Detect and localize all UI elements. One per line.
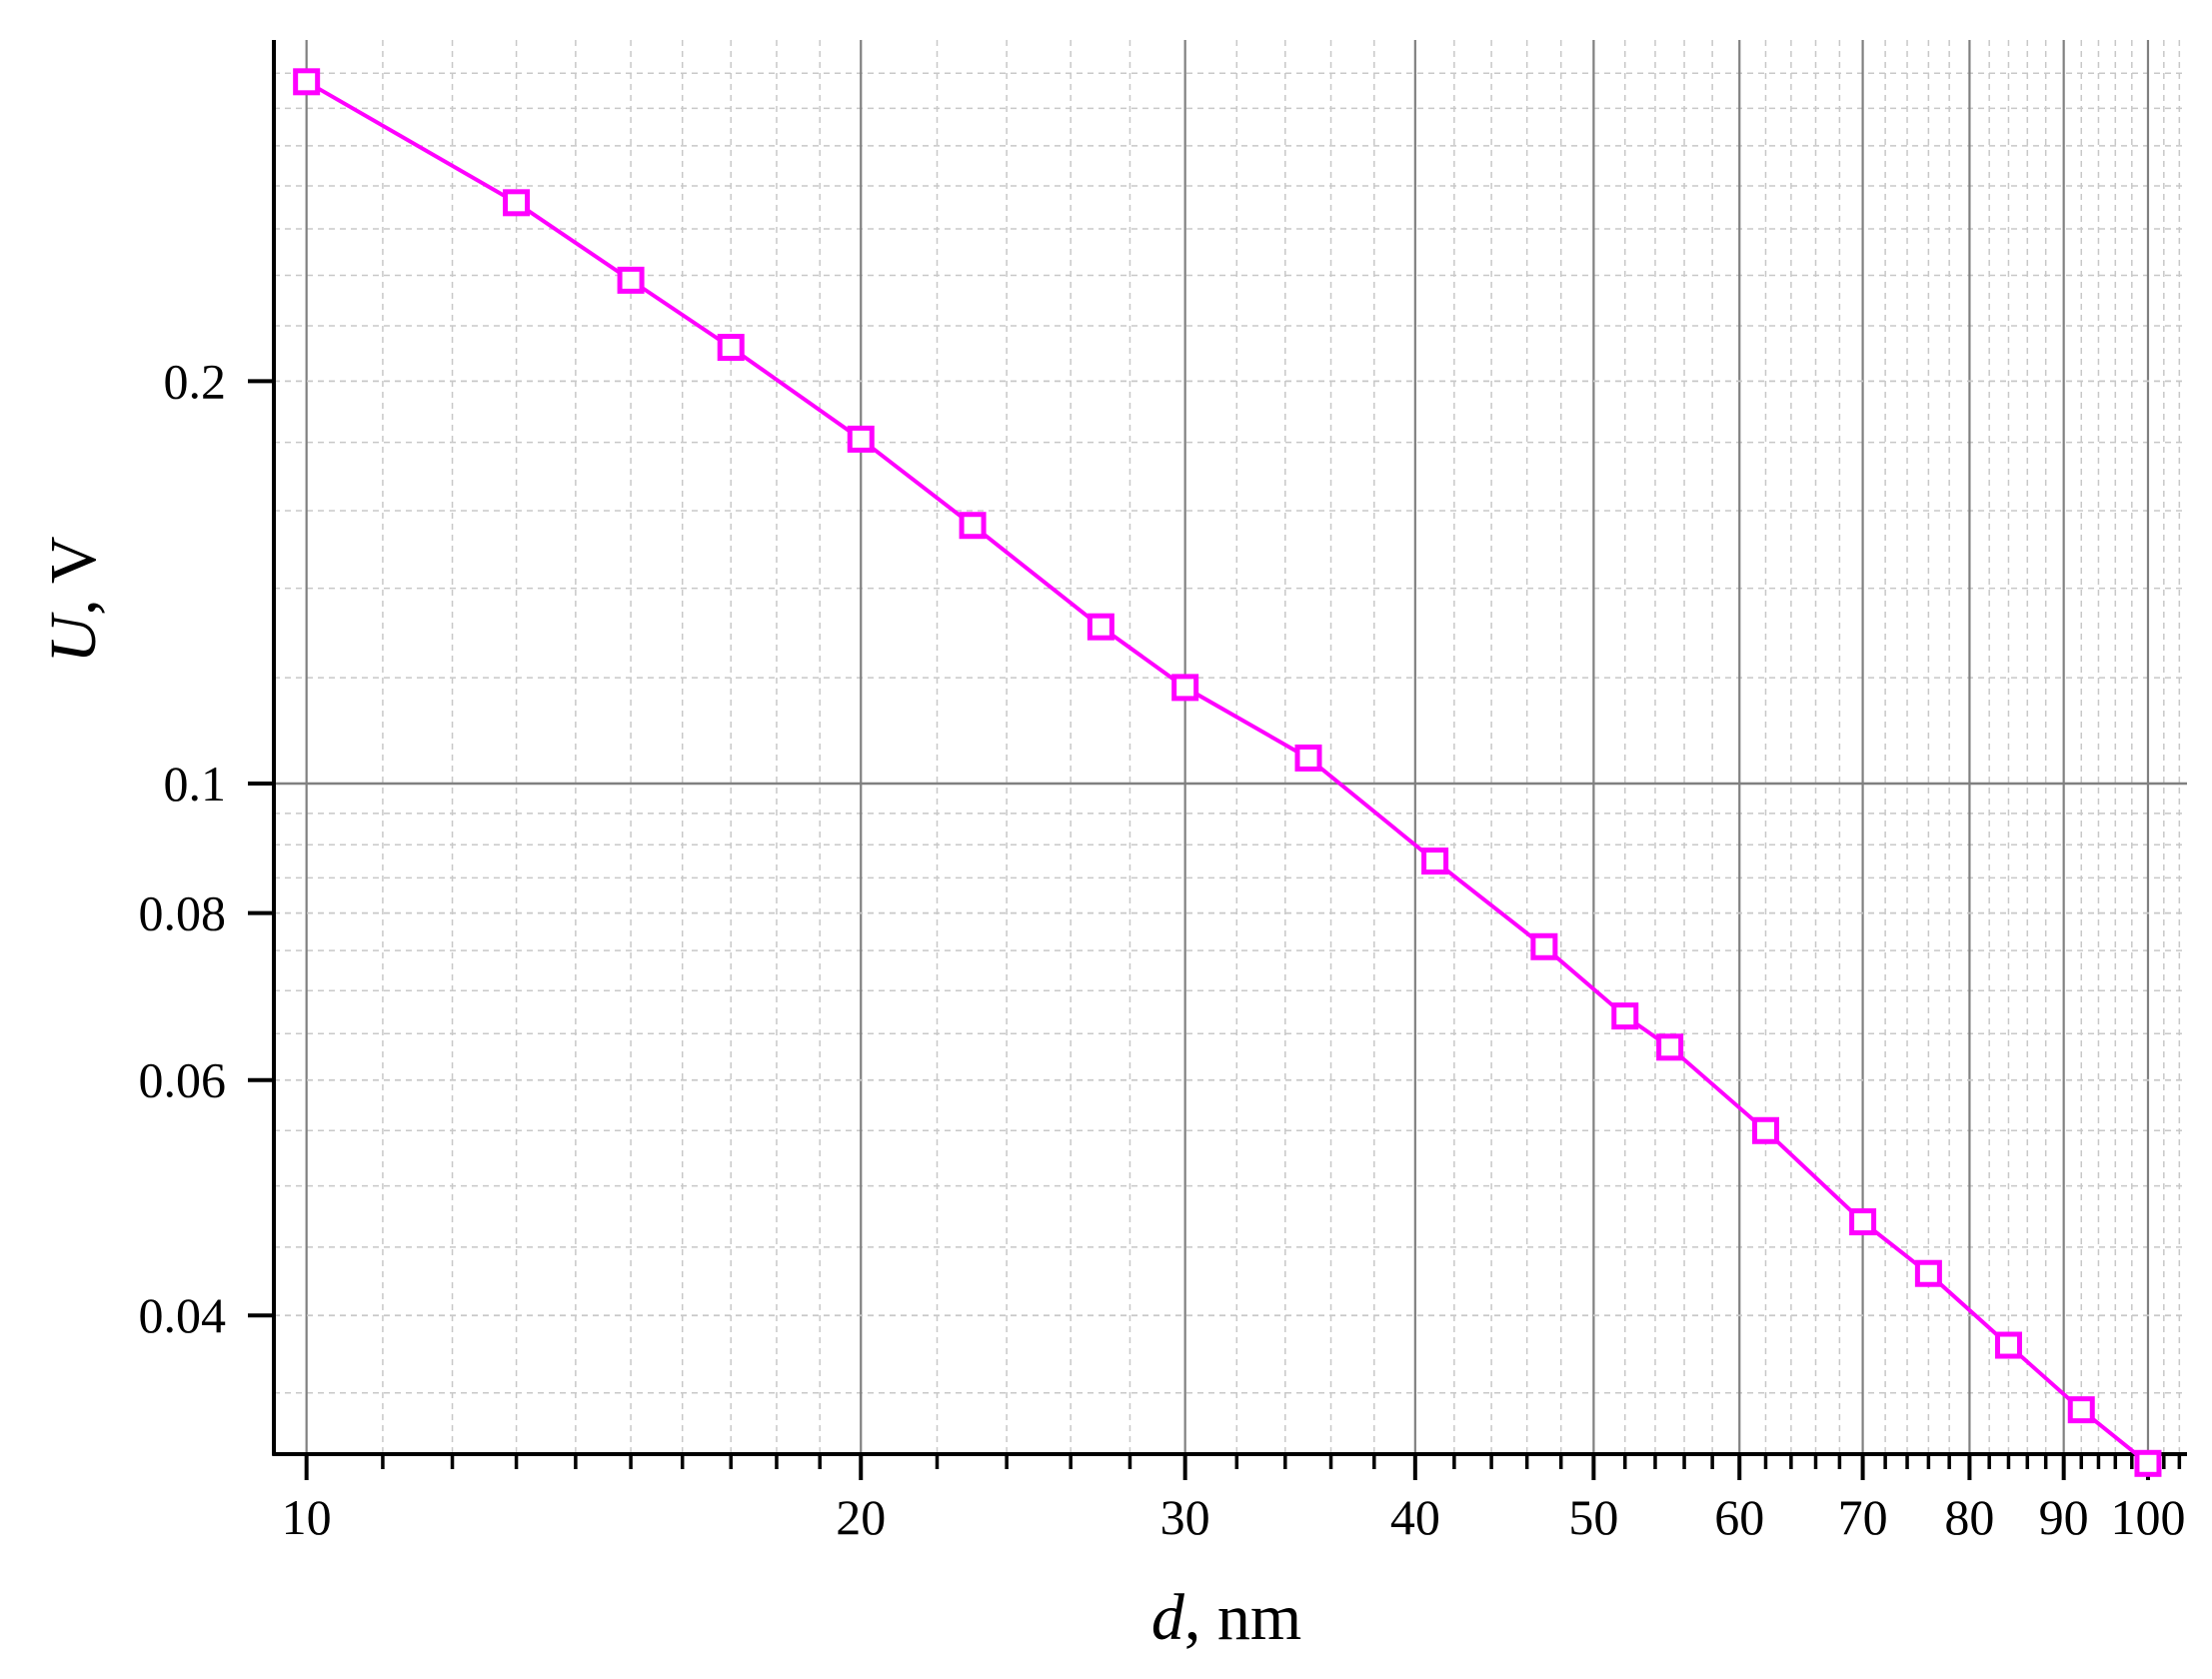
series-group: [293, 68, 2162, 1477]
x-tick-label: 60: [1714, 1489, 1764, 1545]
data-point-marker: [847, 425, 875, 453]
data-point-marker: [1611, 1002, 1639, 1030]
y-tick-label: 0.06: [139, 1052, 227, 1108]
x-tick-label: 50: [1568, 1489, 1618, 1545]
data-point-marker: [1530, 932, 1558, 960]
y-axis-unit: , V: [37, 536, 110, 615]
ticks: [248, 379, 2182, 1480]
data-point-marker: [1421, 847, 1449, 875]
minor-grid: [274, 40, 2187, 1454]
data-point-marker: [617, 266, 645, 294]
x-axis-variable: d: [1151, 1581, 1185, 1654]
data-point-marker: [2067, 1396, 2095, 1424]
y-tick-label: 0.04: [139, 1287, 227, 1343]
data-point-marker: [1294, 744, 1322, 772]
data-point-marker: [717, 334, 745, 362]
tick-labels: 10 20 30 40 50 60 70 80 90 100 0.04 0.06 0.08 0.1 0.2: [139, 353, 2186, 1545]
x-tick-label: 90: [2039, 1489, 2089, 1545]
data-point-marker: [1751, 1116, 1779, 1144]
major-grid: [274, 40, 2187, 1454]
x-axis-label: d, nm: [1151, 1581, 1301, 1654]
data-point-marker: [1087, 613, 1114, 641]
data-point-marker: [293, 68, 321, 96]
x-tick-label: 70: [1838, 1489, 1888, 1545]
x-tick-label: 80: [1944, 1489, 1994, 1545]
y-tick-label: 0.08: [139, 885, 227, 941]
x-axis-unit: , nm: [1184, 1581, 1301, 1654]
data-point-marker: [503, 189, 531, 217]
data-point-marker: [2134, 1449, 2162, 1477]
y-tick-label: 0.1: [164, 756, 227, 812]
x-tick-label: 40: [1390, 1489, 1440, 1545]
y-axis-label: U, V: [37, 536, 110, 663]
data-point-marker: [1994, 1331, 2022, 1359]
x-tick-label: 30: [1160, 1489, 1210, 1545]
y-axis-variable: U: [37, 612, 110, 664]
x-tick-label: 10: [282, 1489, 332, 1545]
x-tick-label: 20: [836, 1489, 886, 1545]
data-point-marker: [1656, 1033, 1684, 1061]
data-point-marker: [1171, 674, 1199, 702]
y-tick-label: 0.2: [164, 353, 227, 409]
x-tick-label: 100: [2110, 1489, 2185, 1545]
axes: [272, 40, 2187, 1456]
data-point-marker: [1849, 1208, 1877, 1236]
data-point-marker: [959, 512, 987, 540]
data-point-marker: [1914, 1259, 1942, 1287]
